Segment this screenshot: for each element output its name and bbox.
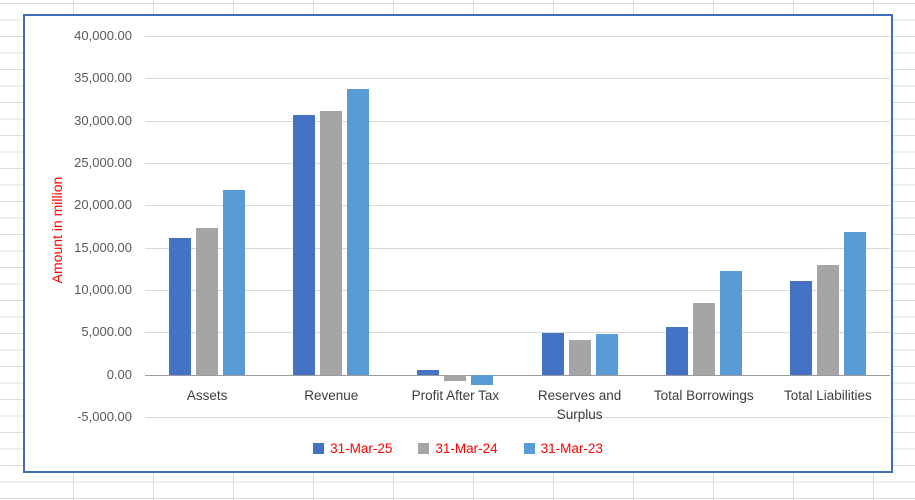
y-gridline (145, 417, 890, 418)
x-axis-line (145, 374, 890, 376)
x-category-label-total-liabilities: Total Liabilities (784, 388, 872, 403)
bar-31-mar-23-profit-after-tax[interactable] (471, 374, 494, 385)
bar-31-mar-24-revenue[interactable] (320, 110, 343, 375)
bar-31-mar-23-assets[interactable] (223, 190, 246, 375)
bar-31-mar-23-reserves-and-surplus[interactable] (595, 334, 618, 375)
bar-31-mar-23-total-liabilities[interactable] (843, 231, 866, 375)
y-tick-label-30-000-00: 30,000.00 (74, 112, 132, 128)
bar-31-mar-25-profit-after-tax[interactable] (417, 370, 440, 375)
bar-31-mar-24-total-borrowings[interactable] (692, 302, 715, 375)
legend-item-31-mar-24[interactable]: 31-Mar-24 (418, 441, 498, 456)
legend-marker-icon (313, 443, 325, 454)
legend-item-31-mar-23[interactable]: 31-Mar-23 (523, 441, 603, 456)
y-gridline (145, 163, 890, 164)
chart-container[interactable]: Amount in million 31-Mar-25 31-Mar-24 31-M… (23, 14, 893, 473)
bar-31-mar-24-profit-after-tax[interactable] (444, 374, 467, 381)
bar-31-mar-25-total-liabilities[interactable] (789, 280, 812, 375)
legend-marker-icon (523, 443, 535, 454)
y-tick-label-0-00: 0.00 (106, 366, 132, 382)
bar-31-mar-24-assets[interactable] (196, 228, 219, 375)
x-category-label-assets: Assets (186, 388, 228, 403)
legend-label: 31-Mar-24 (435, 441, 498, 456)
y-gridline (145, 36, 890, 37)
bar-31-mar-25-revenue[interactable] (293, 114, 316, 375)
y-tick-label-20-000-00: 20,000.00 (74, 197, 132, 213)
x-category-label-profit-after-tax: Profit After Tax (411, 388, 500, 403)
bar-31-mar-25-assets[interactable] (169, 238, 192, 375)
y-gridline (145, 205, 890, 207)
bar-31-mar-24-reserves-and-surplus[interactable] (568, 339, 591, 375)
y-tick-label-40-000-00: 40,000.00 (74, 28, 132, 43)
y-tick-label-25-000-00: 25,000.00 (74, 155, 132, 170)
y-gridline (145, 290, 890, 291)
chart-legend[interactable]: 31-Mar-25 31-Mar-24 31-Mar-23 (25, 441, 891, 456)
legend-label: 31-Mar-25 (330, 441, 393, 456)
legend-label: 31-Mar-23 (540, 441, 603, 456)
legend-marker-icon (418, 443, 430, 454)
bar-31-mar-25-total-borrowings[interactable] (665, 327, 688, 375)
bar-31-mar-23-revenue[interactable] (347, 89, 370, 375)
x-category-label-revenue: Revenue (304, 388, 359, 403)
y-tick-label-15-000-00: 15,000.00 (74, 239, 132, 255)
y-tick-label-5-000-00: -5,000.00 (77, 409, 132, 424)
bar-31-mar-25-reserves-and-surplus[interactable] (541, 333, 564, 375)
legend-item-31-mar-25[interactable]: 31-Mar-25 (313, 441, 392, 456)
y-tick-label-10-000-00: 10,000.00 (74, 282, 132, 297)
y-gridline (145, 332, 890, 334)
y-gridline (145, 247, 890, 249)
y-gridline (145, 120, 890, 122)
y-tick-label-35-000-00: 35,000.00 (74, 70, 132, 86)
y-tick-label-5-000-00: 5,000.00 (81, 324, 132, 340)
x-category-label-total-borrowings: Total Borrowings (653, 388, 754, 403)
y-gridline (145, 78, 890, 80)
bar-31-mar-23-total-borrowings[interactable] (719, 270, 742, 375)
bar-31-mar-24-total-liabilities[interactable] (816, 265, 839, 375)
x-category-label-reserves-and-surplus: Reserves and Surplus (537, 388, 622, 422)
